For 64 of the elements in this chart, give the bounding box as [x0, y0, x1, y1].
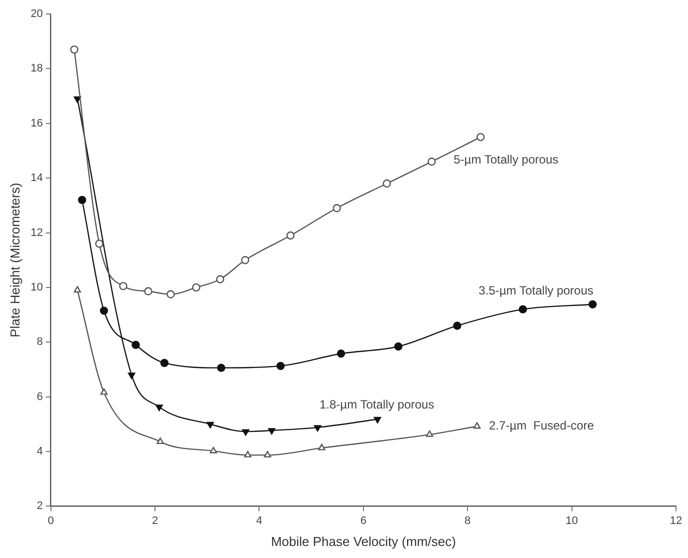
series-label: 2.7-µm Fused-core [488, 418, 594, 433]
x-tick-label: 8 [464, 514, 471, 527]
y-tick-label: 10 [30, 281, 43, 294]
point [70, 45, 78, 54]
point [217, 364, 226, 372]
point [453, 322, 462, 330]
point [156, 404, 163, 412]
point [394, 342, 402, 351]
y-tick-label: 2 [36, 500, 43, 512]
y-tick-label: 4 [36, 446, 43, 458]
y-tick-label: 14 [30, 172, 43, 184]
point [144, 287, 152, 296]
point [160, 358, 169, 368]
point [74, 286, 82, 293]
x-tick-label: 2 [152, 514, 158, 527]
point [276, 362, 285, 370]
y-axis-title: Plate Height (Micrometers) [7, 182, 22, 338]
point [476, 132, 485, 142]
point [332, 204, 341, 212]
point [216, 275, 224, 284]
point [241, 256, 250, 264]
x-tick-label: 0 [48, 514, 54, 527]
y-tick-label: 12 [30, 226, 43, 239]
series-label: 3.5-µm Totally porous [478, 284, 594, 298]
point [210, 446, 218, 454]
point [426, 430, 434, 437]
point [128, 372, 136, 380]
point [382, 179, 391, 188]
x-tick-label: 6 [360, 514, 366, 527]
point [206, 422, 214, 428]
y-tick-label: 6 [36, 390, 43, 403]
point [268, 428, 276, 435]
point [242, 429, 250, 436]
x-tick-label: 12 [670, 514, 682, 527]
point [336, 350, 346, 358]
point [156, 438, 164, 444]
x-axis-title: Mobile Phase Velocity (mm/sec) [270, 534, 456, 549]
point [286, 231, 295, 240]
series-label: 1.8-µm Totally porous [319, 398, 434, 412]
point [100, 388, 108, 395]
x-tick-label: 10 [566, 514, 578, 527]
point [119, 282, 128, 290]
series-label: 5-µm Totally porous [454, 152, 558, 166]
point [74, 96, 82, 103]
point [244, 450, 252, 458]
point [264, 450, 272, 458]
point [100, 306, 108, 315]
point [374, 416, 382, 424]
point [428, 158, 436, 166]
point [132, 340, 140, 349]
point [95, 240, 104, 248]
point [78, 196, 86, 204]
point [166, 290, 175, 298]
x-tick-label: 4 [256, 514, 262, 527]
point [473, 422, 481, 429]
point [192, 283, 200, 292]
point [588, 300, 597, 308]
y-tick-label: 8 [36, 336, 43, 348]
point [318, 444, 326, 450]
y-tick-label: 20 [30, 8, 43, 20]
y-tick-label: 16 [30, 117, 43, 130]
point [314, 425, 322, 432]
y-tick-label: 18 [30, 62, 43, 75]
point [518, 305, 527, 314]
